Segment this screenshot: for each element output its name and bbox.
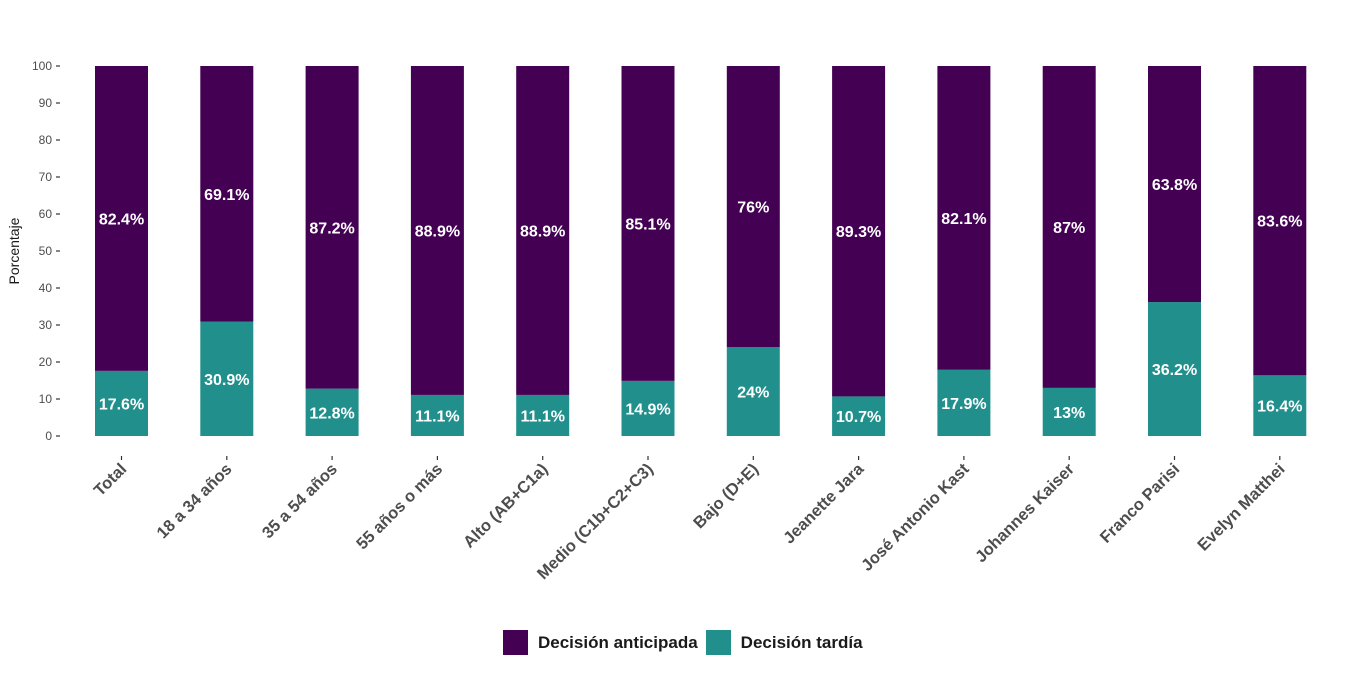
bar-decision-tardia <box>1253 375 1307 436</box>
bar-group: 24% 76% <box>726 66 780 436</box>
data-label-anticipada: 69.1% <box>204 187 249 204</box>
bar-group: 16.4% 83.6% <box>1253 66 1307 436</box>
bar-group: 30.9% 69.1% <box>200 66 254 436</box>
bar-decision-tardia <box>937 369 991 436</box>
data-label-anticipada: 82.1% <box>941 211 986 228</box>
y-tick-label: 60 <box>39 207 53 221</box>
data-label-tardia: 36.2% <box>1152 362 1197 379</box>
bar-decision-tardia <box>832 396 886 436</box>
bar-group: 17.9% 82.1% <box>937 66 991 436</box>
x-tick-label: 18 a 34 años <box>153 460 235 542</box>
data-label-tardia: 13% <box>1053 405 1085 422</box>
x-tick-label: Total <box>91 460 131 500</box>
y-tick-label: 70 <box>39 170 53 184</box>
data-label-anticipada: 85.1% <box>625 216 670 233</box>
y-tick-label: 50 <box>39 244 53 258</box>
data-label-anticipada: 87% <box>1053 220 1085 237</box>
bar-decision-tardia <box>200 321 254 436</box>
data-label-anticipada: 88.9% <box>520 223 565 240</box>
bar-decision-anticipada <box>1253 66 1307 376</box>
data-label-tardia: 30.9% <box>204 372 249 389</box>
x-tick-label: Bajo (D+E) <box>690 460 762 532</box>
bar-decision-anticipada <box>410 66 464 395</box>
bar-decision-tardia <box>726 347 780 436</box>
legend: Decisión anticipada Decisión tardía <box>503 630 871 655</box>
bar-decision-anticipada <box>1042 66 1096 388</box>
bar-decision-tardia <box>410 394 464 436</box>
bar-decision-anticipada <box>1148 66 1201 303</box>
data-label-anticipada: 76% <box>737 200 769 217</box>
data-label-anticipada: 89.3% <box>836 224 881 241</box>
bars: 17.6% 82.4% 30.9% 69.1% 12.8% 87.2% 11.1% 88.9%… <box>95 66 1307 436</box>
x-tick-label: Jeanette Jara <box>780 460 868 548</box>
bar-group: 36.2% 63.8% <box>1148 66 1201 436</box>
y-tick-label: 100 <box>32 59 52 73</box>
bar-group: 13% 87% <box>1042 66 1096 436</box>
y-tick-label: 30 <box>39 318 53 332</box>
bar-decision-tardia <box>516 394 570 436</box>
bar-decision-anticipada <box>726 66 780 348</box>
x-tick-label: 35 a 54 años <box>259 460 341 542</box>
x-tick-label: Franco Parisi <box>1097 460 1184 547</box>
bar-decision-anticipada <box>621 66 675 381</box>
bar-decision-anticipada <box>937 66 991 370</box>
data-label-tardia: 17.9% <box>941 396 986 413</box>
bar-decision-tardia <box>1148 302 1201 436</box>
data-label-tardia: 24% <box>737 385 769 402</box>
y-tick-label: 90 <box>39 96 53 110</box>
data-label-tardia: 17.6% <box>99 396 144 413</box>
x-tick-label: José Antonio Kast <box>858 460 973 575</box>
bar-decision-tardia <box>95 370 148 436</box>
bar-group: 17.6% 82.4% <box>95 66 148 436</box>
data-label-anticipada: 82.4% <box>99 211 144 228</box>
bar-group: 11.1% 88.9% <box>410 66 464 436</box>
data-label-tardia: 16.4% <box>1257 399 1302 416</box>
legend-swatch-anticipada <box>503 630 528 655</box>
bar-group: 11.1% 88.9% <box>516 66 570 436</box>
bar-decision-anticipada <box>516 66 570 395</box>
data-label-tardia: 10.7% <box>836 409 881 426</box>
data-label-tardia: 11.1% <box>520 408 564 425</box>
bar-decision-anticipada <box>305 66 359 389</box>
y-axis: 0 10 20 30 40 50 60 70 80 90 100 <box>32 59 60 443</box>
legend-item-tardia: Decisión tardía <box>705 630 863 655</box>
bar-decision-anticipada <box>95 66 148 371</box>
y-axis-title: Porcentaje <box>6 217 22 284</box>
data-label-tardia: 11.1% <box>415 408 459 425</box>
y-tick-label: 10 <box>39 392 53 406</box>
y-tick-label: 40 <box>39 281 53 295</box>
data-label-anticipada: 87.2% <box>309 220 354 237</box>
data-label-anticipada: 83.6% <box>1257 214 1302 231</box>
x-tick-label: 55 años o más <box>353 460 446 553</box>
legend-swatch-tardia <box>705 630 731 655</box>
bar-group: 14.9% 85.1% <box>621 66 675 436</box>
x-tick-label: Johannes Kaiser <box>972 460 1079 567</box>
bar-group: 12.8% 87.2% <box>305 66 359 436</box>
x-tick-label: Medio (C1b+C2+C3) <box>534 460 657 583</box>
bar-decision-tardia <box>1042 387 1096 436</box>
bar-decision-tardia <box>305 388 359 436</box>
x-axis: Total 18 a 34 años 35 a 54 años 55 años o m… <box>91 456 1289 583</box>
x-tick-label: Evelyn Matthei <box>1194 460 1288 554</box>
data-label-tardia: 14.9% <box>625 401 670 418</box>
legend-label-tardia: Decisión tardía <box>740 632 863 652</box>
legend-item-anticipada: Decisión anticipada <box>503 630 698 655</box>
data-label-anticipada: 63.8% <box>1152 177 1197 194</box>
legend-label-anticipada: Decisión anticipada <box>538 632 698 652</box>
data-label-anticipada: 88.9% <box>415 223 460 240</box>
bar-decision-anticipada <box>200 66 254 322</box>
data-label-tardia: 12.8% <box>309 405 354 422</box>
y-tick-label: 80 <box>39 133 53 147</box>
bar-group: 10.7% 89.3% <box>832 66 886 436</box>
bar-decision-anticipada <box>832 66 886 397</box>
y-tick-label: 20 <box>39 355 53 369</box>
y-tick-label: 0 <box>45 429 52 443</box>
bar-decision-tardia <box>621 380 675 436</box>
x-tick-label: Alto (AB+C1a) <box>460 460 551 551</box>
